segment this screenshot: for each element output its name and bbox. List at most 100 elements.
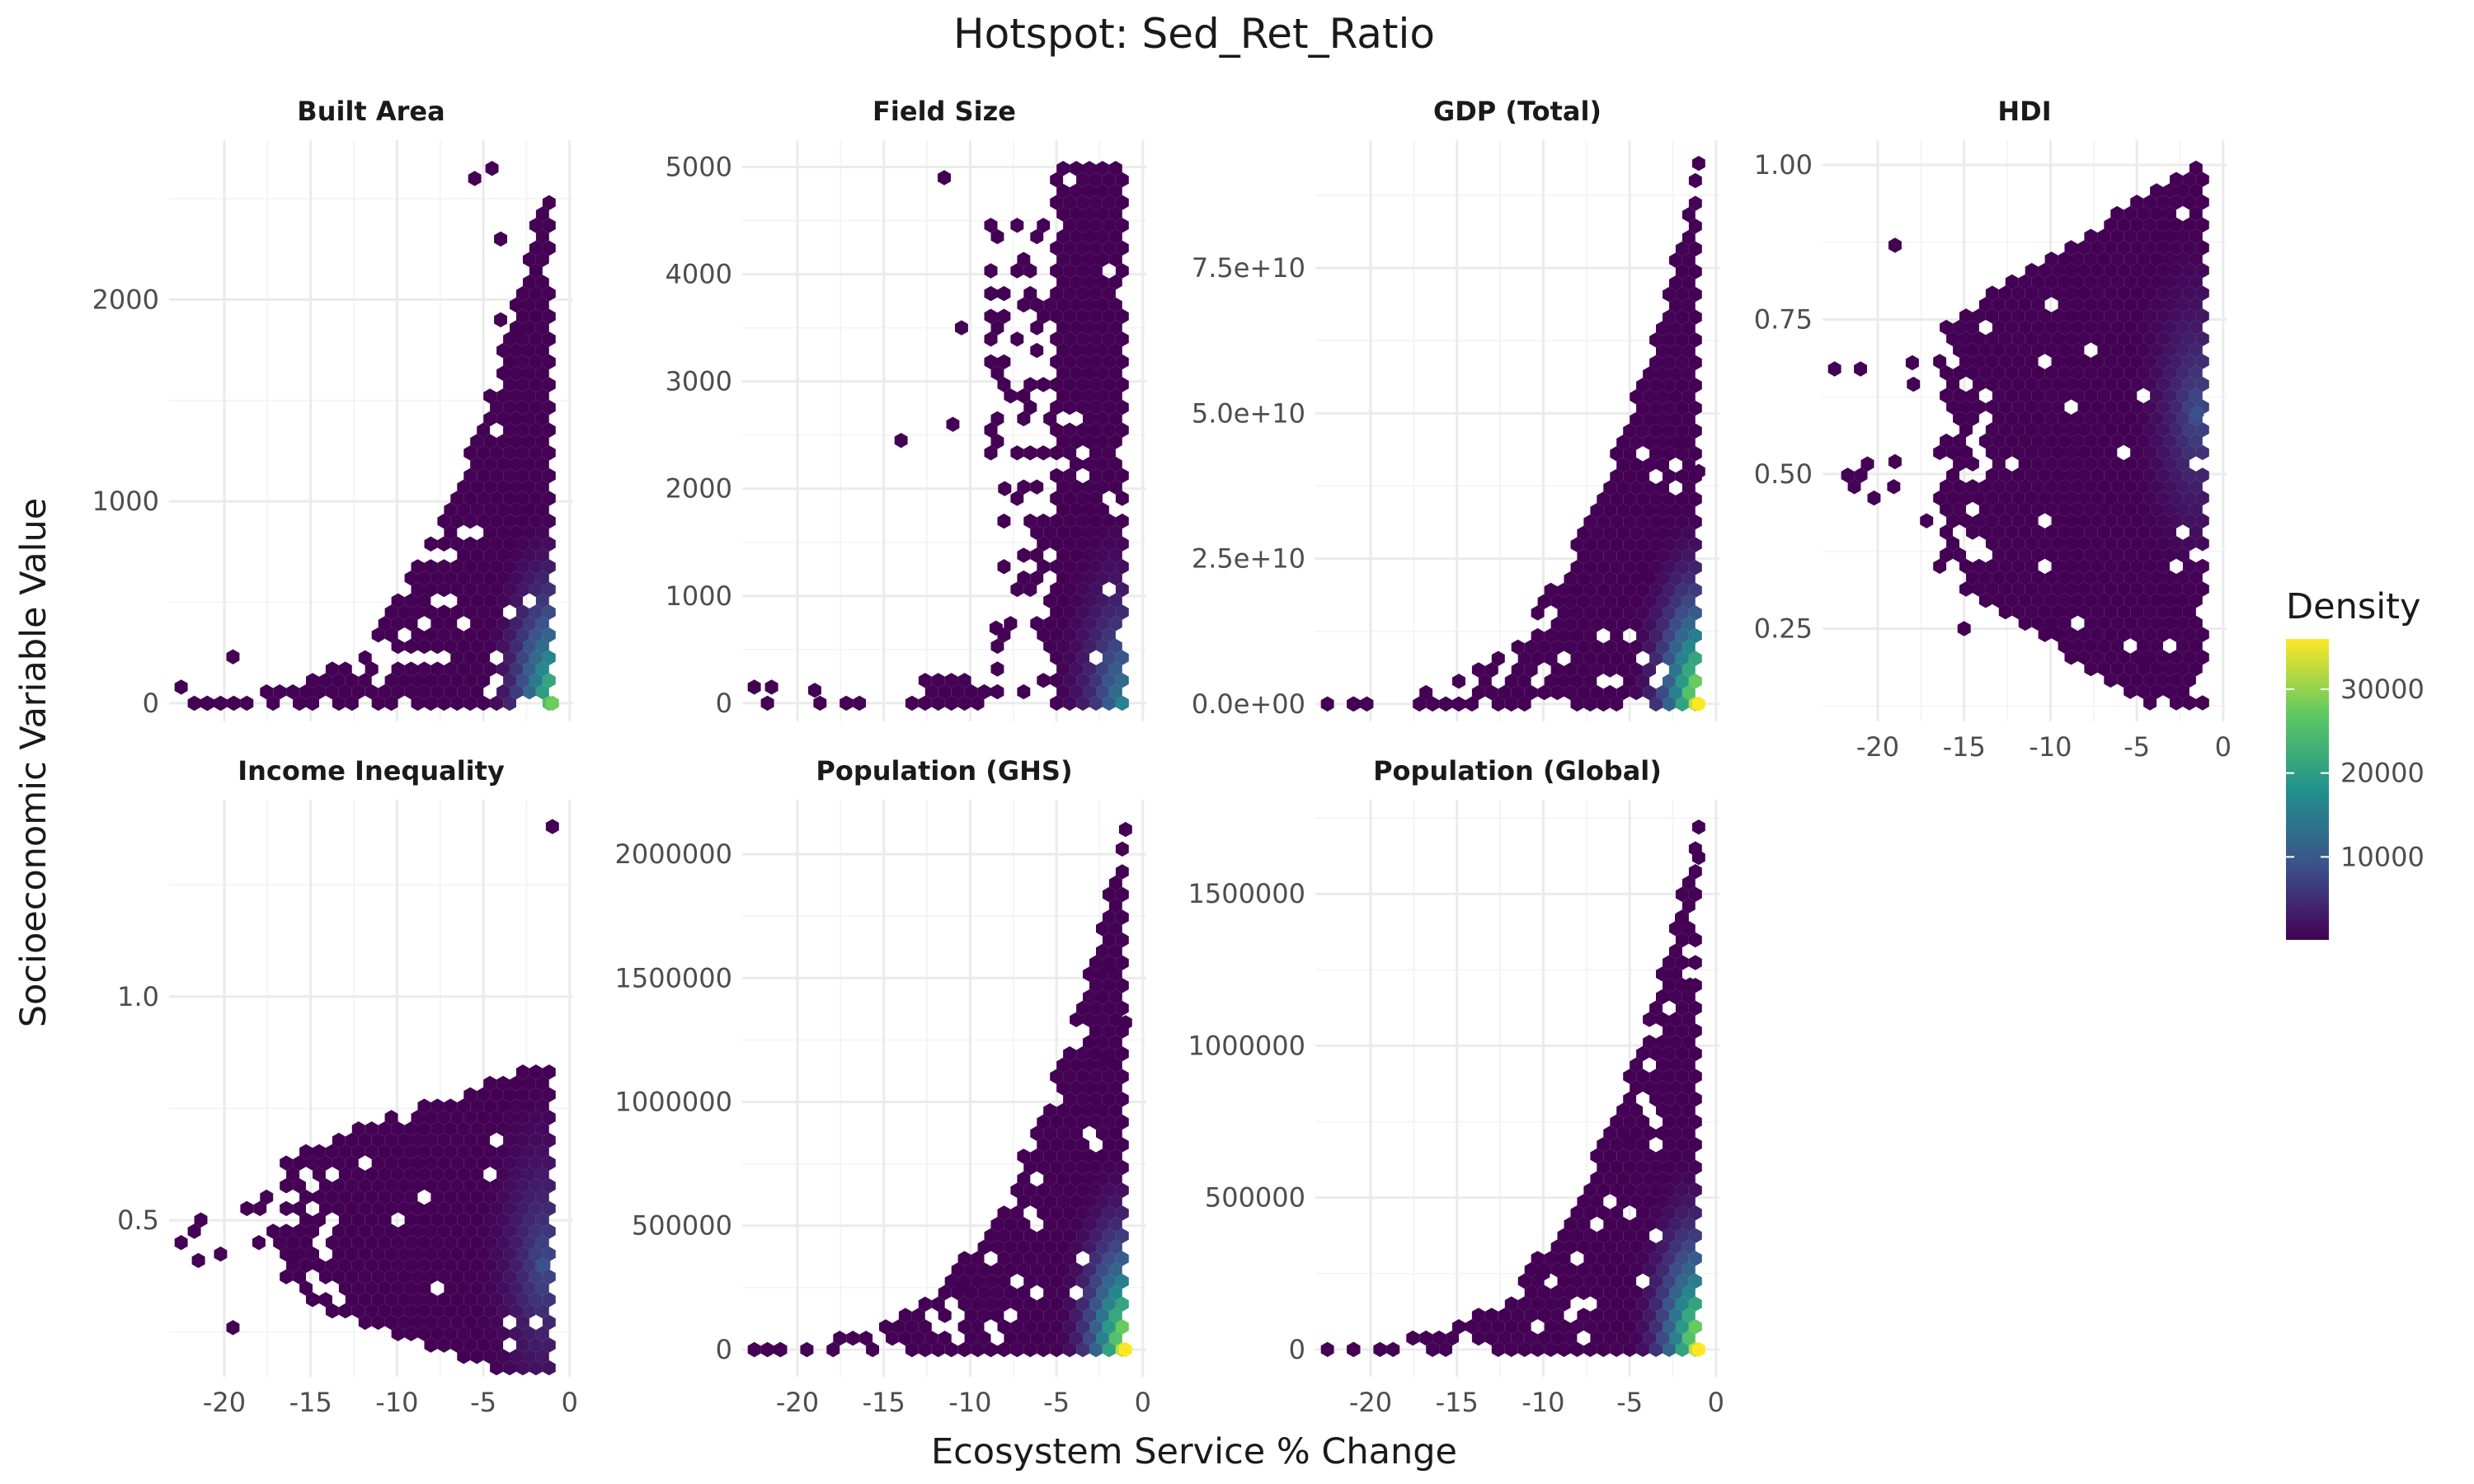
hexbin-cell bbox=[1675, 434, 1688, 450]
hexbin-cell bbox=[1669, 503, 1682, 519]
hexbin-cell bbox=[1083, 593, 1096, 608]
hexbin-cell bbox=[371, 627, 385, 643]
hexbin-cell bbox=[1108, 1171, 1122, 1187]
hexbin-cell bbox=[1681, 1330, 1696, 1346]
hexbin-cell bbox=[1083, 1035, 1096, 1050]
hexbin-cell bbox=[2104, 581, 2118, 597]
hexbin-cell bbox=[2077, 536, 2091, 552]
hexbin-cell bbox=[977, 1331, 991, 1346]
hexbin-cell bbox=[2124, 274, 2138, 290]
hexbin-cell bbox=[463, 1155, 477, 1171]
hexbin-cell bbox=[1010, 445, 1024, 461]
hexbin-cell bbox=[2097, 615, 2111, 632]
hexbin-cell bbox=[1669, 389, 1682, 405]
hexbin-cell bbox=[1083, 616, 1096, 632]
hexbin-cell bbox=[938, 170, 951, 186]
hexbin-cell bbox=[1681, 548, 1696, 564]
hexbin-cell bbox=[1108, 479, 1122, 495]
hexbin-cell bbox=[529, 445, 543, 461]
hexbin-cell bbox=[2117, 399, 2131, 415]
hexbin-cell bbox=[1557, 582, 1571, 599]
hexbin-cell bbox=[2058, 411, 2072, 426]
hexbin-cell bbox=[1108, 921, 1122, 937]
hexbin-cell bbox=[535, 638, 549, 655]
hexbin-cell bbox=[516, 377, 529, 392]
hexbin-cell bbox=[2130, 285, 2144, 301]
hexbin-cell bbox=[503, 1155, 516, 1171]
hexbin-cell bbox=[1998, 444, 2012, 461]
hexbin-cell bbox=[477, 1292, 491, 1308]
hexbin-cell bbox=[384, 1132, 398, 1148]
hexbin-cell bbox=[542, 650, 556, 665]
x-tick-label: -10 bbox=[375, 1387, 418, 1418]
hexbin-cell bbox=[840, 695, 854, 711]
hexbin-cell bbox=[1426, 1341, 1440, 1357]
hexbin-cell bbox=[463, 673, 477, 688]
hexbin-cell bbox=[1096, 1331, 1109, 1346]
hexbin-cell bbox=[1630, 525, 1644, 542]
hexbin-cell bbox=[1531, 605, 1545, 621]
hexbin-cell bbox=[2064, 308, 2078, 324]
facet-strip-label: Population (GHS) bbox=[816, 755, 1072, 787]
hexbin-cell bbox=[1076, 1341, 1089, 1358]
x-tick-label: 0 bbox=[562, 1387, 578, 1418]
hexbin-cell bbox=[1681, 617, 1696, 632]
hexbin-cell bbox=[1004, 388, 1018, 404]
hexbin-cell bbox=[1583, 1341, 1597, 1357]
hexbin-cell bbox=[2005, 547, 2019, 563]
hexbin-cell bbox=[2110, 570, 2124, 585]
hexbin-cell bbox=[2011, 581, 2025, 597]
hexbin-cell bbox=[1108, 616, 1122, 632]
hexbin-cell bbox=[1597, 1228, 1611, 1243]
hexbin-cell bbox=[529, 1223, 543, 1239]
hexbin-cell bbox=[2189, 160, 2203, 176]
hexbin-cell bbox=[2077, 376, 2091, 392]
hexbin-cell bbox=[2130, 308, 2144, 324]
hexbin-cell bbox=[1992, 479, 2006, 495]
hexbin-cell bbox=[760, 695, 774, 711]
hexbin-cell bbox=[990, 228, 1004, 245]
hexbin-cell bbox=[214, 1246, 228, 1262]
hexbin-cell bbox=[1063, 1068, 1077, 1084]
hexbin-cell bbox=[437, 1200, 451, 1217]
hexbin-cell bbox=[1681, 343, 1696, 359]
hexbin-cell bbox=[2084, 660, 2098, 677]
hexbin-cell bbox=[1010, 1228, 1024, 1244]
hexbin-cell bbox=[384, 1314, 398, 1331]
hexbin-cell bbox=[226, 649, 240, 665]
hexbin-cell bbox=[391, 1144, 405, 1160]
hexbin-cell bbox=[2124, 365, 2138, 381]
hexbin-cell bbox=[1050, 559, 1064, 575]
hexbin-layer bbox=[1320, 819, 1705, 1357]
hexbin-cell bbox=[503, 331, 516, 347]
hexbin-cell bbox=[463, 1337, 477, 1353]
hexbin-cell bbox=[338, 1235, 352, 1251]
hexbin-cell bbox=[529, 673, 543, 688]
hexbin-cell bbox=[2170, 603, 2183, 620]
hexbin-cell bbox=[1577, 548, 1591, 564]
hexbin-cell bbox=[2163, 387, 2176, 404]
hexbin-cell bbox=[1973, 376, 1986, 392]
hexbin-cell bbox=[2104, 603, 2118, 620]
hexbin-cell bbox=[1616, 548, 1630, 564]
hexbin-cell bbox=[351, 1235, 365, 1251]
hexbin-cell bbox=[529, 354, 543, 370]
hexbin-cell bbox=[2157, 240, 2170, 256]
hexbin-cell bbox=[2150, 638, 2163, 654]
hexbin-cell bbox=[1681, 1239, 1696, 1255]
hexbin-cell bbox=[2005, 365, 2019, 381]
hexbin-cell bbox=[1070, 547, 1083, 563]
hexbin-cell bbox=[1688, 1205, 1702, 1221]
hexbin-cell bbox=[1610, 491, 1624, 507]
hexbin-cell bbox=[1564, 1239, 1578, 1255]
hexbin-cell bbox=[2018, 479, 2032, 495]
hexbin-cell bbox=[1583, 1273, 1597, 1289]
hexbin-cell bbox=[2031, 365, 2045, 381]
hexbin-cell bbox=[1675, 1000, 1689, 1016]
hexbin-cell bbox=[1669, 1171, 1682, 1186]
hexbin-cell bbox=[510, 479, 523, 495]
hexbin-cell bbox=[2176, 342, 2189, 358]
hexbin-cell bbox=[1688, 400, 1702, 416]
hexbin-cell bbox=[1050, 1228, 1064, 1244]
hexbin-cell bbox=[1037, 377, 1051, 392]
